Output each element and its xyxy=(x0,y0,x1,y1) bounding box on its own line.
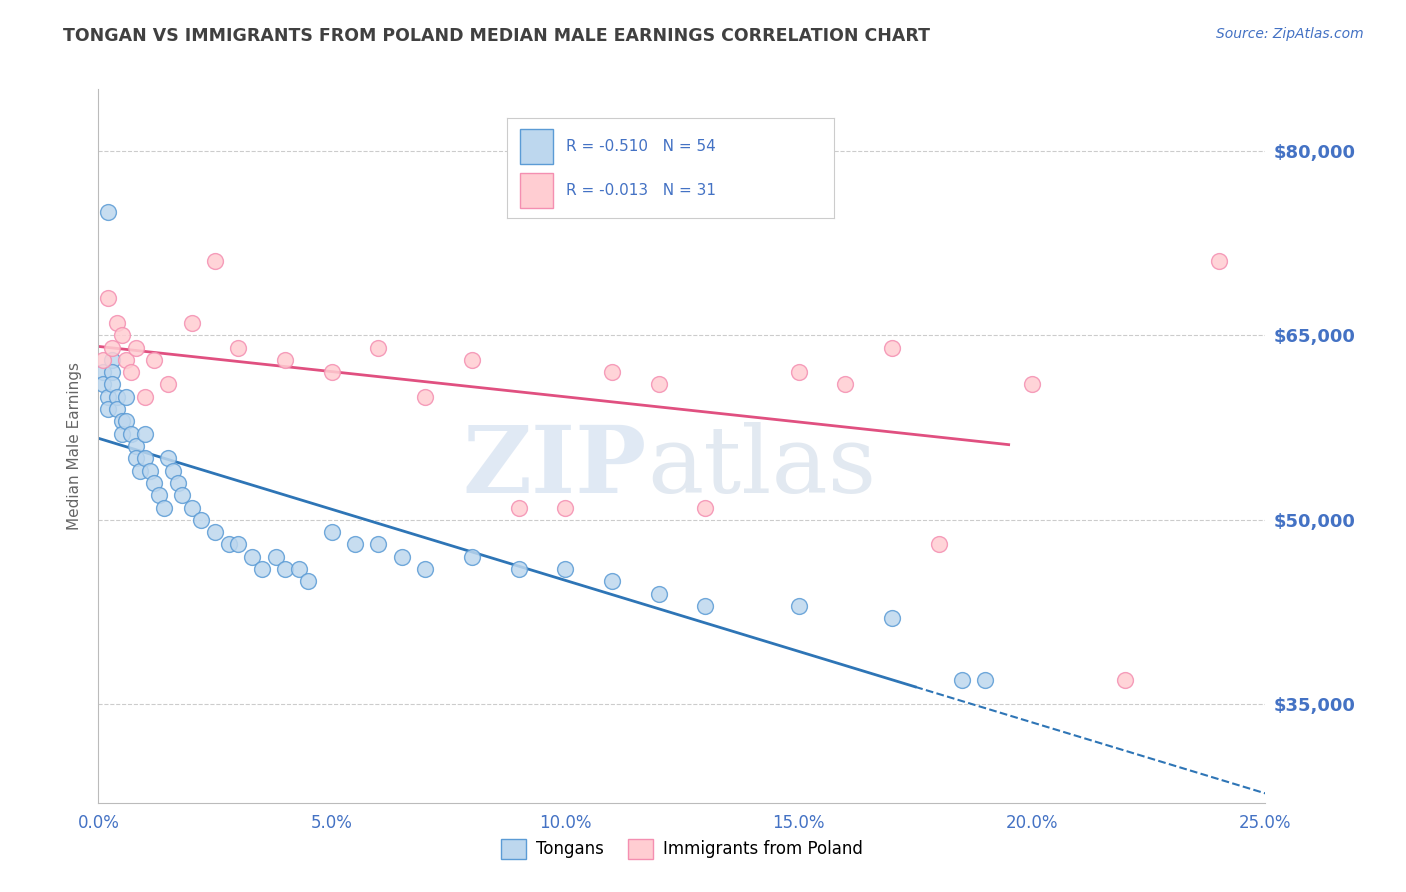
Point xyxy=(143,475,166,490)
Point xyxy=(413,390,436,404)
Point xyxy=(367,537,389,551)
Point xyxy=(367,341,389,355)
Point xyxy=(190,513,212,527)
Point xyxy=(250,562,273,576)
Point xyxy=(139,464,162,478)
Point xyxy=(91,365,114,379)
Point xyxy=(508,562,530,576)
Point xyxy=(264,549,287,564)
Point xyxy=(101,377,124,392)
Point xyxy=(508,500,530,515)
Point xyxy=(834,377,856,392)
Point xyxy=(143,352,166,367)
Point xyxy=(115,414,138,428)
Point xyxy=(91,352,114,367)
Point xyxy=(115,390,138,404)
Point xyxy=(787,599,810,613)
Point xyxy=(928,537,950,551)
Point xyxy=(950,673,973,687)
Point xyxy=(97,390,120,404)
Point xyxy=(228,537,250,551)
Point xyxy=(97,402,120,417)
Point xyxy=(105,402,128,417)
Point xyxy=(218,537,240,551)
Point xyxy=(111,414,134,428)
Point xyxy=(134,390,156,404)
Point xyxy=(180,316,202,330)
Point xyxy=(97,205,120,219)
Y-axis label: Median Male Earnings: Median Male Earnings xyxy=(67,362,83,530)
Point xyxy=(600,574,623,589)
Point xyxy=(787,365,810,379)
Text: Source: ZipAtlas.com: Source: ZipAtlas.com xyxy=(1216,27,1364,41)
Point xyxy=(880,341,903,355)
Point xyxy=(101,352,124,367)
Point xyxy=(1114,673,1136,687)
Point xyxy=(600,365,623,379)
Point xyxy=(695,500,717,515)
Point xyxy=(91,377,114,392)
Point xyxy=(647,587,669,601)
Point xyxy=(204,254,226,268)
Point xyxy=(880,611,903,625)
Point xyxy=(321,525,343,540)
Point xyxy=(152,500,174,515)
Point xyxy=(125,451,148,466)
Point xyxy=(166,475,188,490)
Point xyxy=(288,562,311,576)
Point xyxy=(157,377,180,392)
Point xyxy=(148,488,170,502)
Point xyxy=(172,488,194,502)
Point xyxy=(111,328,134,343)
Point xyxy=(180,500,202,515)
Point xyxy=(554,500,576,515)
Point xyxy=(461,352,484,367)
Point xyxy=(120,426,142,441)
Point xyxy=(1208,254,1230,268)
Point xyxy=(101,341,124,355)
Text: TONGAN VS IMMIGRANTS FROM POLAND MEDIAN MALE EARNINGS CORRELATION CHART: TONGAN VS IMMIGRANTS FROM POLAND MEDIAN … xyxy=(63,27,931,45)
Point xyxy=(647,377,669,392)
Point xyxy=(101,365,124,379)
Point xyxy=(695,599,717,613)
Point xyxy=(105,316,128,330)
Point xyxy=(157,451,180,466)
Point xyxy=(204,525,226,540)
Point xyxy=(391,549,413,564)
Point xyxy=(242,549,264,564)
Point xyxy=(129,464,152,478)
Text: atlas: atlas xyxy=(647,423,876,512)
Point xyxy=(228,341,250,355)
Point xyxy=(1021,377,1043,392)
Point xyxy=(115,352,138,367)
Point xyxy=(461,549,484,564)
Point xyxy=(274,352,297,367)
Point xyxy=(274,562,297,576)
Point xyxy=(105,390,128,404)
Point xyxy=(111,426,134,441)
Point xyxy=(120,365,142,379)
Point xyxy=(125,439,148,453)
Point xyxy=(297,574,319,589)
Legend: Tongans, Immigrants from Poland: Tongans, Immigrants from Poland xyxy=(494,832,870,866)
Text: ZIP: ZIP xyxy=(463,423,647,512)
Point xyxy=(554,562,576,576)
Point xyxy=(413,562,436,576)
Point xyxy=(125,341,148,355)
Point xyxy=(97,291,120,305)
Point xyxy=(134,451,156,466)
Point xyxy=(344,537,367,551)
Point xyxy=(321,365,343,379)
Point xyxy=(134,426,156,441)
Point xyxy=(162,464,184,478)
Point xyxy=(974,673,997,687)
